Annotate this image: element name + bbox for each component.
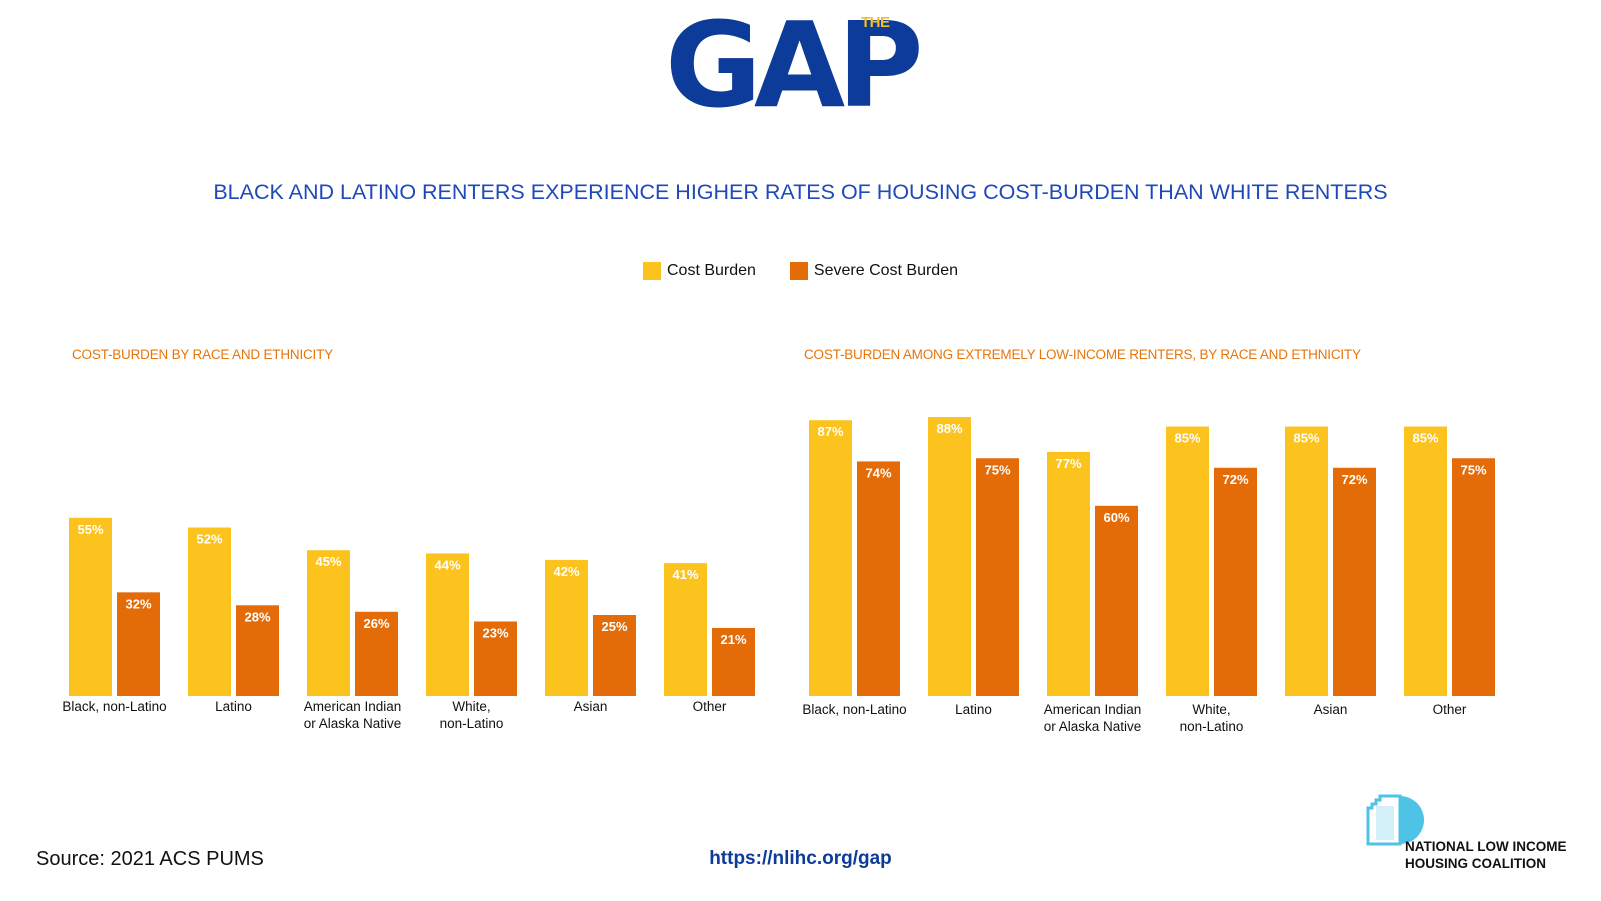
bar-cost-burden — [1404, 426, 1447, 696]
data-label: 88% — [936, 421, 962, 436]
bar-severe-cost-burden — [1452, 458, 1495, 696]
bar-severe-cost-burden — [117, 592, 160, 696]
data-label: 42% — [553, 564, 579, 579]
data-label: 52% — [196, 532, 222, 547]
chart-2-subtitle: COST-BURDEN AMONG EXTREMELY LOW-INCOME R… — [804, 347, 1361, 362]
data-label: 32% — [125, 596, 151, 611]
bar-severe-cost-burden — [355, 611, 398, 696]
legend: Cost Burden Severe Cost Burden — [0, 262, 1601, 280]
bar-severe-cost-burden — [1214, 467, 1257, 696]
bar-severe-cost-burden — [1333, 467, 1376, 696]
data-label: 72% — [1341, 472, 1367, 487]
data-label: 74% — [865, 465, 891, 480]
source-note: Source: 2021 ACS PUMS — [36, 848, 264, 870]
data-label: 26% — [363, 616, 389, 631]
bar-cost-burden — [1166, 426, 1209, 696]
data-label: 55% — [77, 522, 103, 537]
data-label: 45% — [315, 554, 341, 569]
org-name: NATIONAL LOW INCOME HOUSING COALITION — [1405, 838, 1567, 872]
category-label: White, non-Latino — [440, 699, 504, 731]
category-label: Other — [1433, 702, 1467, 717]
org-name-line-2: HOUSING COALITION — [1405, 856, 1546, 871]
bar-severe-cost-burden — [236, 605, 279, 696]
bar-cost-burden — [809, 420, 852, 696]
bar-cost-burden — [928, 417, 971, 696]
data-label: 77% — [1055, 456, 1081, 471]
bar-cost-burden — [69, 517, 112, 696]
data-label: 44% — [434, 557, 460, 572]
legend-swatch-cost-burden — [642, 262, 661, 280]
data-label: 75% — [1460, 462, 1486, 477]
data-label: 87% — [817, 424, 843, 439]
data-label: 25% — [601, 619, 627, 634]
category-label: White, non-Latino — [1180, 702, 1244, 734]
data-label: 75% — [984, 462, 1010, 477]
logo-the-text: THE — [861, 14, 890, 31]
bar-cost-burden — [1047, 451, 1090, 696]
nlihc-logo-icon — [1366, 794, 1424, 846]
bar-severe-cost-burden — [593, 615, 636, 696]
bar-severe-cost-burden — [474, 621, 517, 696]
legend-item-cost-burden: Cost Burden — [642, 262, 756, 280]
data-label: 85% — [1174, 431, 1200, 446]
legend-swatch-severe-cost-burden — [789, 262, 808, 280]
category-label: Latino — [955, 702, 992, 717]
category-label: American Indian or Alaska Native — [1044, 702, 1142, 734]
bar-cost-burden — [426, 553, 469, 696]
main-title: BLACK AND LATINO RENTERS EXPERIENCE HIGH… — [213, 180, 1388, 204]
bar-cost-burden — [188, 527, 231, 696]
category-label: Asian — [574, 699, 608, 714]
gap-url-link[interactable]: https://nlihc.org/gap — [0, 848, 1601, 870]
data-label: 21% — [720, 632, 746, 647]
bar-cost-burden — [545, 559, 588, 696]
data-label: 72% — [1222, 472, 1248, 487]
data-label: 41% — [672, 567, 698, 582]
category-label: Other — [693, 699, 727, 714]
category-label: American Indian or Alaska Native — [304, 699, 402, 731]
bar-severe-cost-burden — [712, 627, 755, 696]
legend-item-severe-cost-burden: Severe Cost Burden — [789, 262, 958, 280]
data-label: 28% — [244, 609, 270, 624]
org-name-line-1: NATIONAL LOW INCOME — [1405, 839, 1567, 854]
bar-severe-cost-burden — [1095, 505, 1138, 696]
logo-gap-text: GAP — [665, 0, 924, 134]
bar-cost-burden — [664, 563, 707, 696]
category-label: Asian — [1314, 702, 1348, 717]
bar-severe-cost-burden — [857, 461, 900, 696]
category-label: Black, non-Latino — [802, 702, 906, 717]
category-label: Latino — [215, 699, 252, 714]
chart-cost-burden-by-race: 55% 32% Black, non-Latino 52% 28% Latino 45% 26… — [62, 517, 755, 731]
bar-cost-burden — [307, 550, 350, 696]
data-label: 85% — [1412, 431, 1438, 446]
data-label: 60% — [1103, 510, 1129, 525]
category-label: Black, non-Latino — [62, 699, 166, 714]
data-label: 85% — [1293, 431, 1319, 446]
chart-cost-burden-eli-renters: 87% 74% Black, non-Latino 88% 75% Latino 77% 60… — [802, 417, 1495, 734]
chart-1-subtitle: COST-BURDEN BY RACE AND ETHNICITY — [72, 347, 333, 362]
bar-severe-cost-burden — [976, 458, 1019, 696]
gap-logo: GAP THE — [665, 6, 945, 134]
gap-url-text: https://nlihc.org/gap — [709, 848, 892, 869]
legend-label-severe-cost-burden: Severe Cost Burden — [813, 262, 958, 279]
data-label: 23% — [482, 625, 508, 640]
legend-label-cost-burden: Cost Burden — [666, 262, 756, 279]
bar-cost-burden — [1285, 426, 1328, 696]
